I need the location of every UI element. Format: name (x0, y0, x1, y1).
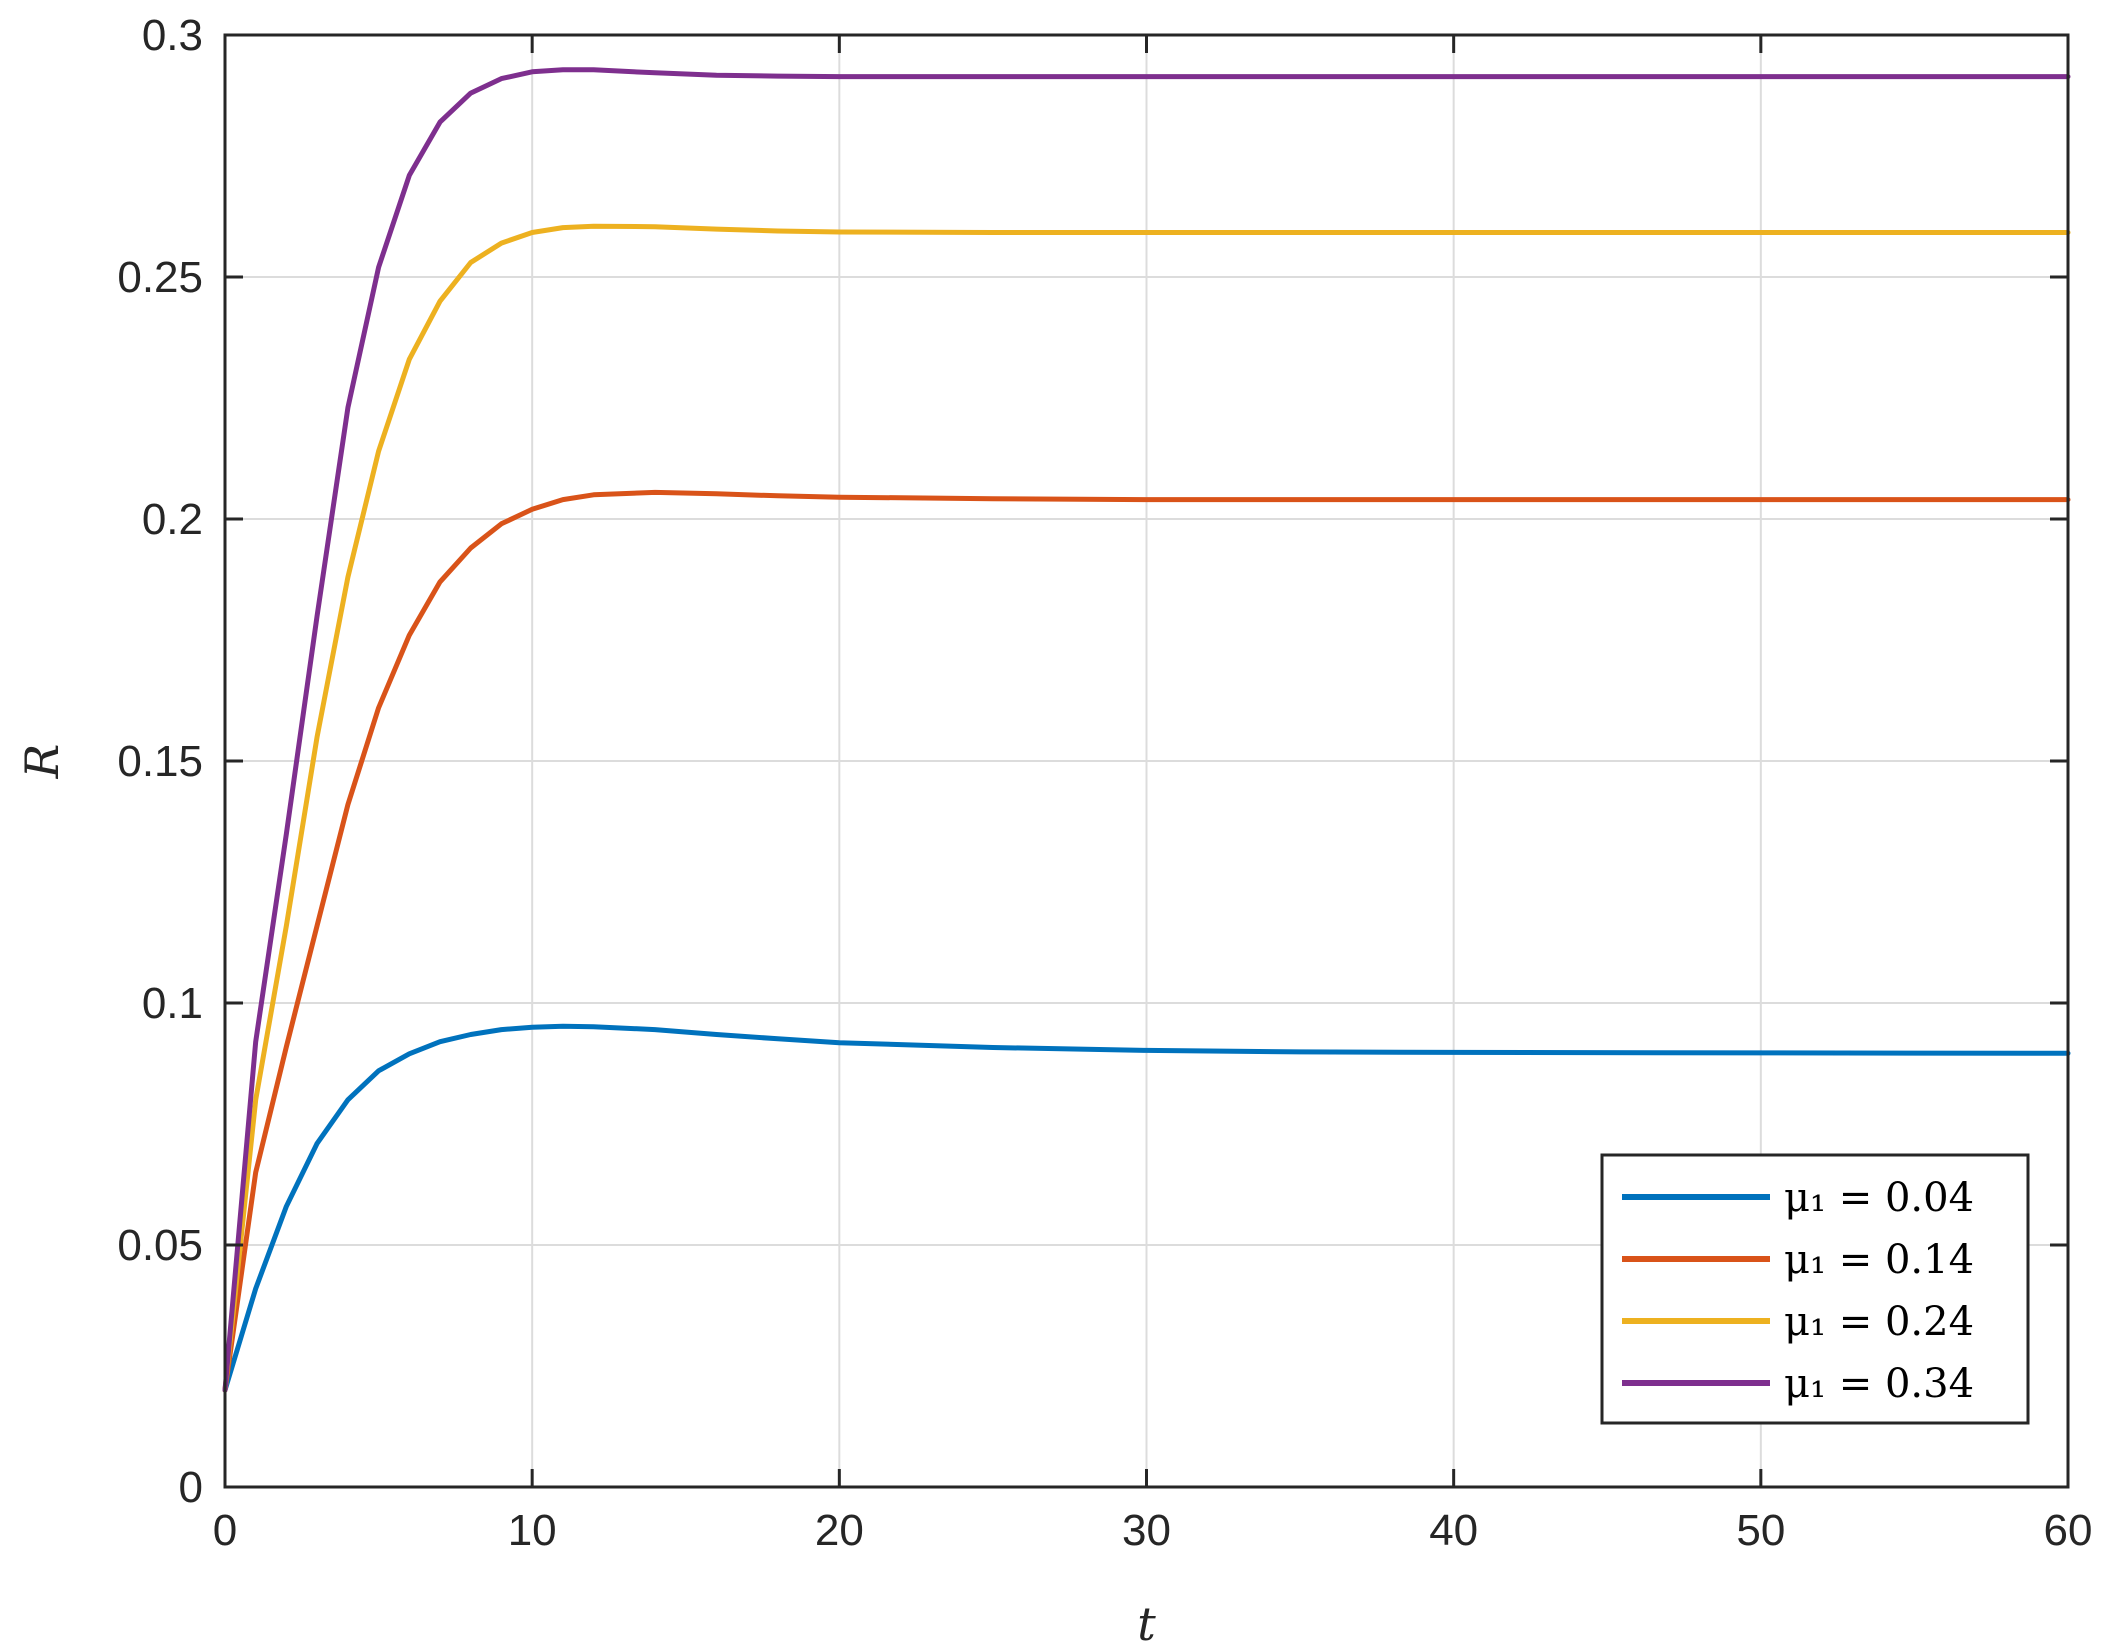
grid-lines (225, 35, 2068, 1487)
axis-ticks (223, 33, 2070, 1489)
legend-label: μ₁ = 0.14 (1784, 1237, 1974, 1283)
x-tick-label: 50 (1736, 1506, 1785, 1555)
x-tick-label: 10 (508, 1506, 557, 1555)
y-tick-label: 0.3 (142, 11, 203, 60)
x-tick-label: 30 (1122, 1506, 1171, 1555)
y-tick-label: 0.25 (117, 253, 203, 302)
legend-label: μ₁ = 0.24 (1784, 1299, 1974, 1345)
y-tick-label: 0.2 (142, 495, 203, 544)
y-axis-label: R (15, 744, 69, 780)
series-line-3 (222, 223, 2071, 1393)
y-tick-label: 0.1 (142, 979, 203, 1028)
series-line-2 (222, 489, 2071, 1393)
x-tick-labels: 0 10 20 30 40 50 60 (213, 1506, 2093, 1555)
x-axis-label: t (1137, 1597, 1156, 1644)
x-tick-label: 40 (1429, 1506, 1478, 1555)
legend: μ₁ = 0.04 μ₁ = 0.14 μ₁ = 0.24 μ₁ = 0.34 (1600, 1153, 2030, 1425)
y-tick-label: 0.05 (117, 1221, 203, 1270)
legend-label: μ₁ = 0.04 (1784, 1175, 1974, 1221)
y-tick-label: 0.15 (117, 737, 203, 786)
legend-label: μ₁ = 0.34 (1784, 1361, 1974, 1407)
y-tick-labels: 0 0.05 0.1 0.15 0.2 0.25 0.3 (117, 11, 203, 1512)
series-line-1 (222, 1023, 2071, 1393)
x-tick-label: 0 (213, 1506, 237, 1555)
series-line-4 (222, 67, 2071, 1393)
x-tick-label: 20 (815, 1506, 864, 1555)
y-tick-label: 0 (179, 1463, 203, 1512)
series-lines (222, 67, 2071, 1393)
x-tick-label: 60 (2044, 1506, 2093, 1555)
